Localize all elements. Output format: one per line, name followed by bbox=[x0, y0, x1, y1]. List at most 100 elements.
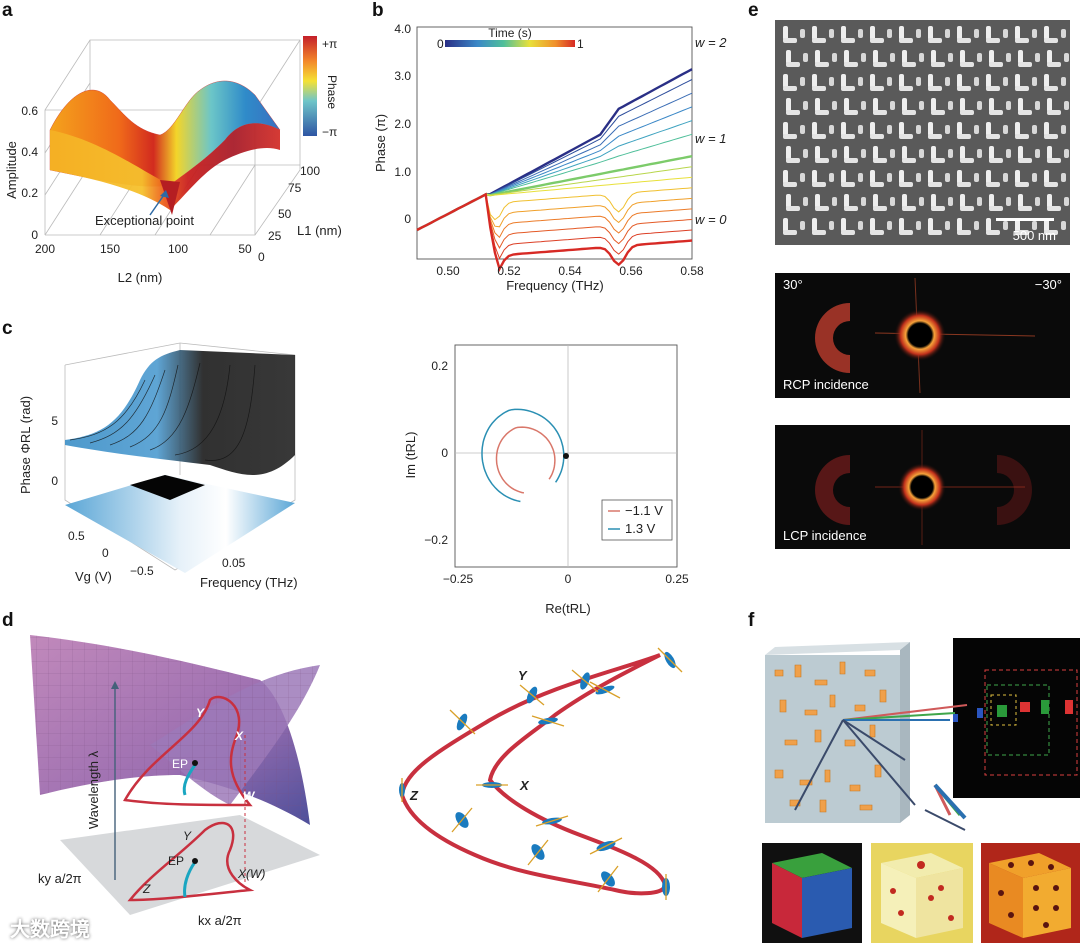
sem-element bbox=[800, 173, 805, 182]
sem-element bbox=[1032, 29, 1037, 38]
sem-element bbox=[948, 101, 953, 110]
sem-element bbox=[800, 221, 805, 230]
sem-element bbox=[931, 110, 945, 115]
b-xtick-1: 0.52 bbox=[497, 264, 521, 278]
sem-element bbox=[945, 221, 950, 230]
a-ztick-0: 100 bbox=[300, 164, 320, 178]
sem-element bbox=[1035, 101, 1040, 110]
sem-element bbox=[1044, 230, 1058, 235]
sem-element bbox=[841, 122, 846, 136]
sem-element bbox=[960, 206, 974, 211]
a-colorbar-top: +π bbox=[322, 37, 337, 51]
sem-element bbox=[974, 29, 979, 38]
sem-element bbox=[977, 53, 982, 62]
sem-element bbox=[1032, 221, 1037, 230]
sem-element bbox=[870, 86, 884, 91]
sem-element bbox=[899, 38, 913, 43]
sem-element bbox=[1047, 158, 1061, 163]
sem-element bbox=[1064, 101, 1069, 110]
sem-element bbox=[829, 221, 834, 230]
sem-element bbox=[786, 206, 800, 211]
sem-element bbox=[844, 146, 849, 160]
sem-element bbox=[786, 62, 800, 67]
sem-element bbox=[1061, 125, 1066, 134]
d-kx-label: kx a/2π bbox=[198, 913, 242, 928]
b-series-line-11 bbox=[416, 193, 693, 239]
cr-xlabel: Re(tRL) bbox=[545, 601, 591, 616]
panel-f-svg bbox=[765, 638, 1080, 831]
b-xtick-2: 0.54 bbox=[558, 264, 582, 278]
panel-b: 0 1 Time (s) 0 1.0 2.0 3.0 4.0 Phase (π)… bbox=[365, 15, 750, 305]
sem-element bbox=[1044, 26, 1049, 40]
sem-element bbox=[1015, 26, 1020, 40]
b-xtick-3: 0.56 bbox=[619, 264, 643, 278]
sem-element bbox=[870, 134, 884, 139]
d-upper-ep: EP bbox=[172, 757, 188, 771]
sem-element bbox=[832, 101, 837, 110]
c-right-series-1 bbox=[481, 408, 565, 503]
sem-element bbox=[928, 122, 933, 136]
sem-element bbox=[1044, 218, 1049, 232]
a-ztick-2: 50 bbox=[278, 207, 292, 221]
sem-element bbox=[977, 101, 982, 110]
sem-element bbox=[899, 182, 913, 187]
sem-element bbox=[1044, 134, 1058, 139]
sem-element bbox=[786, 146, 791, 160]
sem-element bbox=[841, 38, 855, 43]
sem-element bbox=[931, 206, 945, 211]
cr-xtick-2: 0.25 bbox=[665, 572, 689, 586]
sem-element bbox=[1015, 86, 1029, 91]
sem-element bbox=[902, 62, 916, 67]
sem-element bbox=[783, 170, 788, 184]
sem-element bbox=[916, 29, 921, 38]
sem-element bbox=[931, 158, 945, 163]
b-colorbar-min: 0 bbox=[437, 37, 444, 51]
sem-element bbox=[957, 182, 971, 187]
sem-element bbox=[870, 170, 875, 184]
sem-element bbox=[928, 134, 942, 139]
sem-element bbox=[928, 230, 942, 235]
sem-element bbox=[1018, 206, 1032, 211]
sem-element bbox=[945, 29, 950, 38]
sem-element bbox=[957, 122, 962, 136]
panel-label-b: b bbox=[372, 0, 384, 21]
a-ytick-3: 0.6 bbox=[21, 104, 38, 118]
c-floor-dark bbox=[130, 475, 205, 500]
sem-element bbox=[829, 125, 834, 134]
sem-element bbox=[977, 197, 982, 206]
sem-element bbox=[786, 50, 791, 64]
sem-element bbox=[899, 230, 913, 235]
sem-element bbox=[1003, 173, 1008, 182]
b-annotation-w2: w = 2 bbox=[695, 35, 727, 50]
sem-element bbox=[960, 50, 965, 64]
sem-element bbox=[1061, 221, 1066, 230]
sem-element bbox=[948, 149, 953, 158]
sem-element bbox=[1018, 62, 1032, 67]
a-ztick-4: 0 bbox=[258, 250, 265, 264]
sem-element bbox=[989, 50, 994, 64]
sem-element bbox=[815, 206, 829, 211]
sem-element bbox=[1064, 197, 1069, 206]
sem-element bbox=[829, 173, 834, 182]
a-xtick-2: 100 bbox=[168, 242, 188, 256]
sem-element bbox=[870, 230, 884, 235]
sem-element bbox=[812, 86, 826, 91]
sem-element bbox=[870, 38, 884, 43]
d-base-plane bbox=[60, 815, 320, 915]
rcp-pattern bbox=[815, 277, 1036, 394]
sem-element bbox=[783, 182, 797, 187]
sem-element bbox=[1044, 182, 1058, 187]
d-lower-y: Y bbox=[183, 829, 192, 843]
sem-element bbox=[986, 134, 1000, 139]
c-xtick-2: −0.5 bbox=[130, 564, 154, 578]
sem-element bbox=[899, 134, 913, 139]
d-lower-z: Z bbox=[142, 882, 151, 896]
d-right-y: Y bbox=[518, 668, 528, 683]
sem-element bbox=[902, 194, 907, 208]
sem-element bbox=[890, 197, 895, 206]
b-ylabel: Phase (π) bbox=[373, 114, 388, 172]
f-plate-top bbox=[765, 642, 910, 655]
sem-element bbox=[986, 122, 991, 136]
sem-element bbox=[841, 170, 846, 184]
b-ytick-0: 0 bbox=[404, 212, 411, 226]
